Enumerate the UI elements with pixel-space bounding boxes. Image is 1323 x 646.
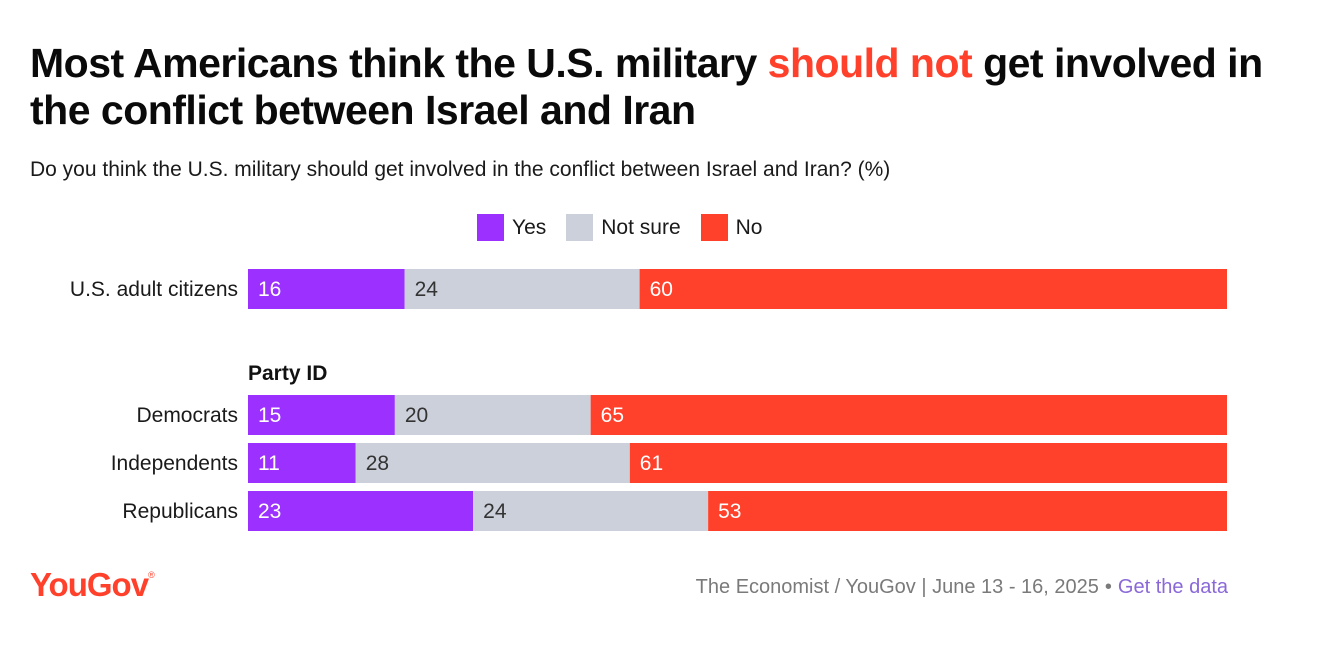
group-label-party-id: Party ID <box>248 362 327 385</box>
category-label-republicans: Republicans <box>122 500 238 523</box>
data-label-u-s-adult-citizens-no: 60 <box>650 278 673 301</box>
data-label-republicans-no: 53 <box>718 500 741 523</box>
title-highlight: should not <box>767 40 973 86</box>
chart-title: Most Americans think the U.S. military s… <box>30 40 1290 134</box>
category-label-democrats: Democrats <box>136 404 238 427</box>
data-label-independents-no: 61 <box>640 452 663 475</box>
footer-separator: • <box>1104 576 1112 598</box>
category-label-u-s-adult-citizens: U.S. adult citizens <box>70 278 238 301</box>
bar-democrats-yes <box>248 395 395 435</box>
legend-swatch-no <box>700 214 728 241</box>
bar-independents-no <box>629 443 1227 483</box>
legend: Yes Not sure No <box>477 214 783 241</box>
get-the-data-link[interactable]: Get the data <box>1117 576 1228 598</box>
legend-label-not-sure: Not sure <box>601 215 681 239</box>
bar-democrats-no <box>590 395 1227 435</box>
category-label-independents: Independents <box>111 452 238 475</box>
bar-u-s-adult-citizens-not-sure <box>404 269 640 309</box>
data-label-democrats-no: 65 <box>601 404 624 427</box>
title-part2: get involved in the conflict between Isr… <box>30 40 1263 133</box>
bar-republicans-no <box>708 491 1227 531</box>
source-text: The Economist / YouGov | June 13 - 16, 2… <box>695 576 1099 598</box>
legend-item-not-sure: Not sure <box>566 214 681 241</box>
data-label-democrats-yes: 15 <box>258 404 281 427</box>
data-label-republicans-yes: 23 <box>258 500 281 523</box>
bar-u-s-adult-citizens-yes <box>248 269 405 309</box>
bar-u-s-adult-citizens-no <box>639 269 1227 309</box>
legend-label-no: No <box>735 215 763 239</box>
legend-label-yes: Yes <box>512 215 547 239</box>
data-label-independents-yes: 11 <box>258 452 280 475</box>
chart-subtitle: Do you think the U.S. military should ge… <box>30 158 891 181</box>
logo-text: YouGov <box>30 566 149 603</box>
bar-independents-not-sure <box>355 443 630 483</box>
logo-registered-mark: ® <box>148 570 155 580</box>
data-label-independents-not-sure: 28 <box>366 452 389 475</box>
footer: The Economist / YouGov | June 13 - 16, 2… <box>696 576 1228 599</box>
legend-swatch-not-sure <box>566 214 594 241</box>
bar-republicans-not-sure <box>473 491 709 531</box>
data-label-republicans-not-sure: 24 <box>483 500 507 523</box>
bar-independents-yes <box>248 443 356 483</box>
data-label-democrats-not-sure: 20 <box>405 404 428 427</box>
title-part1: Most Americans think the U.S. military <box>30 40 768 86</box>
bar-republicans-yes <box>248 491 474 531</box>
yougov-logo[interactable]: YouGov® <box>30 566 155 604</box>
legend-swatch-yes <box>477 214 504 241</box>
legend-item-yes: Yes <box>477 214 546 241</box>
bar-democrats-not-sure <box>394 395 591 435</box>
data-label-u-s-adult-citizens-not-sure: 24 <box>415 278 439 301</box>
data-label-u-s-adult-citizens-yes: 16 <box>258 278 281 301</box>
legend-item-no: No <box>700 214 763 241</box>
